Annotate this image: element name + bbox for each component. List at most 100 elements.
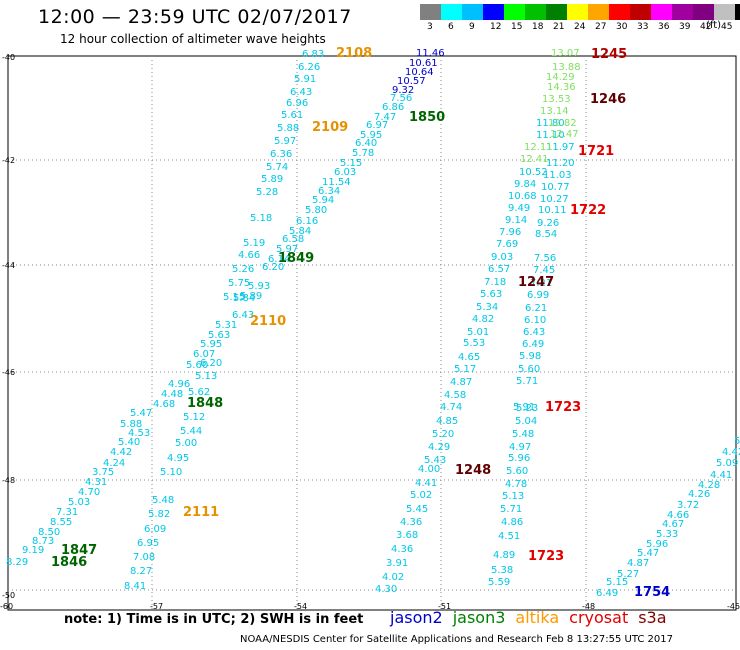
latitude-label: -44 <box>2 261 15 270</box>
wave-height-value: 5.82 <box>148 509 170 520</box>
wave-height-value: 5.84 <box>289 226 311 237</box>
scale-swatch-14 <box>714 4 735 20</box>
wave-height-value: 5.71 <box>500 504 522 515</box>
map-subtitle: 12 hour collection of altimeter wave hei… <box>60 32 326 46</box>
scale-swatch-8 <box>588 4 609 20</box>
wave-height-value: 4.51 <box>498 531 520 542</box>
wave-height-value: 6.40 <box>355 138 377 149</box>
wave-height-value: 5.63 <box>208 330 230 341</box>
wave-height-value: 4.31 <box>85 477 107 488</box>
longitude-label: -60 <box>0 602 13 611</box>
wave-height-value: 4.70 <box>78 487 100 498</box>
wave-height-value: 13.53 <box>542 94 571 105</box>
wave-height-value: 6.83 <box>302 49 324 60</box>
wave-height-value: 8.73 <box>32 536 54 547</box>
scale-swatch-4 <box>504 4 525 20</box>
pass-time-label: 2110 <box>250 314 286 329</box>
wave-height-value: 6.14 <box>268 254 290 265</box>
scale-tick-label: 3 <box>427 22 433 32</box>
wave-height-value: 3.75 <box>92 467 114 478</box>
scale-tick-label: 18 <box>532 22 544 32</box>
wave-height-value: 4.97 <box>509 442 531 453</box>
wave-height-value: 5.80 <box>305 205 327 216</box>
scale-tick-label: 42 <box>700 22 712 32</box>
satellite-jason3: jason3 <box>452 608 506 627</box>
pass-time-label: 1247 <box>518 275 554 290</box>
scale-tick-label: 39 <box>679 22 691 32</box>
wave-height-value: 13.88 <box>552 62 581 73</box>
wave-height-value: 5.62 <box>188 387 210 398</box>
satellite-altika: altika <box>515 608 560 627</box>
wave-height-value: 5.97 <box>274 136 296 147</box>
wave-height-value: 6.26 <box>298 62 320 73</box>
wave-height-value: 4.30 <box>375 584 397 595</box>
wave-height-value: 10.68 <box>508 191 537 202</box>
wave-height-value: 11.46 <box>416 48 445 59</box>
wave-height-value: 9.26 <box>537 218 559 229</box>
wave-height-value: 10.11 <box>538 205 567 216</box>
wave-height-value: 5.09 <box>716 458 738 469</box>
wave-height-value: 8.27 <box>130 566 152 577</box>
wave-height-value: 7.56 <box>390 93 412 104</box>
wave-height-value: 4.29 <box>428 442 450 453</box>
wave-height-value: 4.87 <box>627 558 649 569</box>
satellite-jason2: jason2 <box>390 608 443 627</box>
wave-height-value: 3.72 <box>677 500 699 511</box>
scale-tick-label: 15 <box>511 22 523 32</box>
wave-height-value: 5.47 <box>637 548 659 559</box>
longitude-label: -45 <box>727 602 740 611</box>
wave-height-value: 4.85 <box>436 416 458 427</box>
wave-height-value: 4.36 <box>400 517 422 528</box>
scale-swatch-12 <box>672 4 693 20</box>
satellite-cryosat: cryosat <box>569 608 629 627</box>
wave-height-value: 5.61 <box>281 110 303 121</box>
wave-height-value: 5.47 <box>130 408 152 419</box>
wave-height-value: 7.21 <box>530 278 552 289</box>
pass-time-label: 1722 <box>570 203 606 218</box>
scale-swatch-2 <box>462 4 483 20</box>
wave-height-value: 9.14 <box>505 215 527 226</box>
wave-height-value: 5.48 <box>152 495 174 506</box>
wave-height-value: 8.29 <box>6 557 28 568</box>
wave-height-value: 7.08 <box>133 552 155 563</box>
wave-height-value: 6.57 <box>488 264 510 275</box>
wave-height-value: 6.07 <box>193 349 215 360</box>
wave-height-value: 4.42 <box>110 447 132 458</box>
wave-height-value: 4.89 <box>493 550 515 561</box>
wave-height-value: 5.89 <box>240 291 262 302</box>
wave-height-value: 8.50 <box>38 527 60 538</box>
wave-height-value: 6.03 <box>334 167 356 178</box>
wave-height-value: 5.13 <box>502 491 524 502</box>
wave-height-value: 6.36 <box>270 149 292 160</box>
scale-swatch-15 <box>735 4 740 20</box>
scale-tick-label: 6 <box>448 22 454 32</box>
wave-height-value: 5.40 <box>118 437 140 448</box>
wave-height-value: 12.41 <box>520 154 549 165</box>
wave-height-value: 5.10 <box>160 467 182 478</box>
wave-height-value: 5.91 <box>513 402 535 413</box>
wave-height-value: 5.19 <box>243 238 265 249</box>
wave-height-value: 8.41 <box>124 581 146 592</box>
wave-height-value: 5.94 <box>312 195 334 206</box>
wave-height-value: 6.49 <box>596 588 618 599</box>
wave-height-value: 4.67 <box>662 519 684 530</box>
wave-height-value: 6.16 <box>296 216 318 227</box>
wave-height-value: 6.43 <box>523 327 545 338</box>
footer-note: note: 1) Time is in UTC; 2) SWH is in fe… <box>64 612 364 627</box>
scale-unit-label: (ft) <box>706 20 722 31</box>
pass-time-label: 1846 <box>51 555 87 570</box>
wave-height-value: 6.49 <box>522 339 544 350</box>
wave-height-value: 5.60 <box>186 360 208 371</box>
scale-swatch-0 <box>420 4 441 20</box>
wave-height-value: 13.07 <box>551 48 580 59</box>
latitude-label: -40 <box>2 53 15 62</box>
wave-height-value: 5.15 <box>223 292 245 303</box>
wave-height-value: 4.86 <box>501 517 523 528</box>
wave-height-value: 8.55 <box>50 517 72 528</box>
wave-height-value: 9.19 <box>22 545 44 556</box>
wave-height-value: 3.68 <box>396 530 418 541</box>
wave-height-value: 5.96 <box>508 453 530 464</box>
wave-height-value: 5.04 <box>515 416 537 427</box>
wave-height-value: 10.77 <box>541 182 570 193</box>
